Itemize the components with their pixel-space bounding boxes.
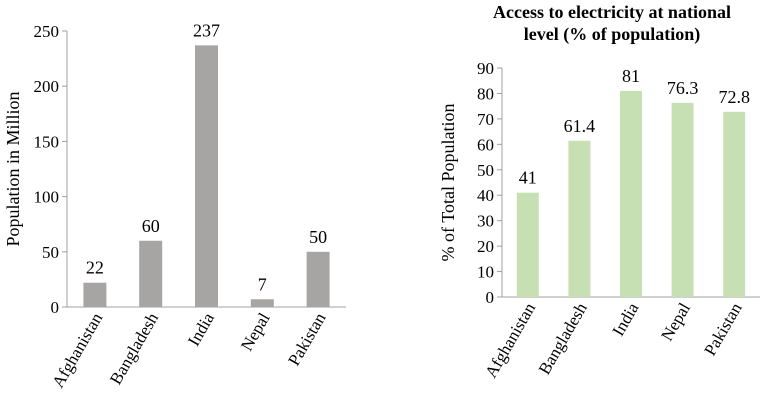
x-tick-label: Pakistan (700, 299, 746, 359)
x-tick-label: Bangladesh (106, 309, 162, 388)
x-tick-label: Pakistan (284, 309, 330, 369)
data-label: 76.3 (667, 78, 699, 98)
y-tick-label: 50 (42, 243, 59, 262)
y-tick-label: 250 (34, 22, 60, 41)
x-tick-label: India (609, 299, 643, 339)
x-tick-label: India (184, 309, 218, 349)
x-tick-label: Afghanistan (48, 309, 106, 391)
electricity-access-chart: 0 10 20 30 40 50 60 70 80 90 41 Afghanistan 61.4 Bang… (438, 2, 760, 381)
bar-afghanistan (516, 192, 539, 297)
x-tick-label: Afghanistan (481, 299, 539, 381)
data-label: 81 (622, 66, 640, 86)
y-tick-label: 10 (477, 263, 494, 282)
bar-india (195, 45, 218, 308)
bar-afghanistan (83, 282, 107, 307)
y-axis-title: Population in Million (3, 91, 23, 246)
x-tick-label: Bangladesh (535, 299, 591, 378)
data-label: 60 (142, 216, 160, 236)
bar-pakistan (723, 111, 746, 298)
y-tick-label: 100 (34, 188, 60, 207)
y-tick-label: 60 (477, 135, 494, 154)
y-tick-label: 30 (477, 212, 494, 231)
y-tick-label: 70 (477, 110, 494, 129)
data-label: 72.8 (718, 87, 750, 107)
bar-bangladesh (568, 140, 591, 297)
y-tick-label: 150 (34, 132, 60, 151)
y-tick-label: 0 (51, 298, 60, 317)
bar-pakistan (306, 251, 330, 307)
bar-india (620, 90, 642, 298)
population-chart: 0 50 100 150 200 250 22 Afghanistan 60 Bangladesh… (3, 20, 346, 391)
bar-nepal (671, 102, 694, 297)
data-label: 22 (86, 258, 104, 278)
x-tick-label: Nepal (657, 299, 694, 344)
y-tick-label: 90 (477, 59, 494, 78)
data-label: 50 (309, 227, 327, 247)
y-tick-label: 200 (34, 77, 60, 96)
y-tick-label: 50 (477, 161, 494, 180)
y-tick-label: 20 (477, 237, 494, 256)
data-label: 61.4 (564, 116, 596, 136)
data-label: 41 (519, 168, 537, 188)
bar-bangladesh (139, 240, 163, 307)
y-axis-title: % of Total Population (438, 104, 458, 262)
chart-title-line: level (% of population) (524, 24, 701, 45)
y-tick-label: 40 (477, 186, 494, 205)
bar-nepal (250, 299, 274, 307)
data-label: 7 (258, 274, 267, 294)
data-label: 237 (193, 20, 220, 40)
y-tick-label: 0 (486, 288, 495, 307)
y-tick-label: 80 (477, 84, 494, 103)
x-tick-label: Nepal (237, 309, 274, 354)
chart-title-line: Access to electricity at national (493, 2, 731, 22)
